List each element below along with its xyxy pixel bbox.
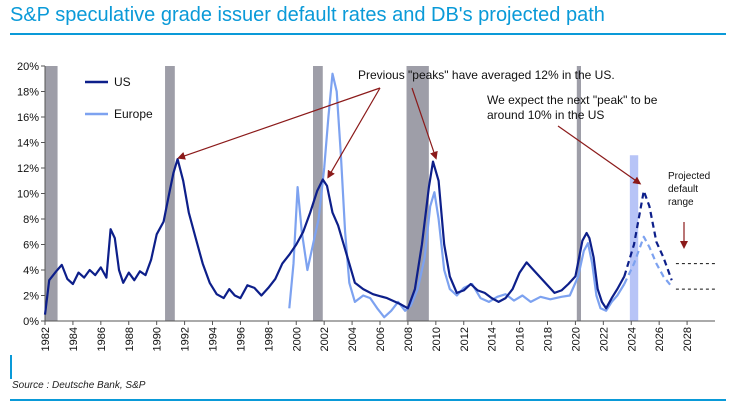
us-projected-line <box>623 189 673 281</box>
bottom-rule <box>10 399 726 401</box>
x-tick-label: 2022 <box>598 327 610 351</box>
annotation-projected-line3: range <box>668 197 694 208</box>
forecast-band <box>629 155 639 321</box>
x-tick-label: 2008 <box>403 327 415 351</box>
x-tick-label: 2014 <box>487 327 499 351</box>
x-tick-label: 1986 <box>96 327 108 351</box>
y-tick-label: 8% <box>23 214 39 226</box>
x-tick-label: 2016 <box>515 327 527 351</box>
recession-band-4 <box>576 66 581 321</box>
europe-projected-line <box>623 235 673 288</box>
us-line <box>43 158 626 315</box>
x-tick-label: 1994 <box>208 327 220 351</box>
annotation-next-peak-line1: We expect the next "peak" to be <box>487 93 658 107</box>
recession-band-2 <box>313 66 323 321</box>
legend-us-label: US <box>114 75 131 89</box>
y-tick-label: 0% <box>23 316 39 328</box>
x-tick-label: 1990 <box>152 327 164 351</box>
x-tick-label: 1982 <box>40 327 52 351</box>
annotation-projected-line2: default <box>668 184 698 195</box>
legend-europe-label: Europe <box>114 107 153 121</box>
x-tick-label: 2020 <box>570 327 582 351</box>
arrow-to-1991-peak <box>177 87 381 160</box>
x-tick-label: 2002 <box>319 327 331 351</box>
annotation-next-peak-line2: around 10% in the US <box>487 108 604 122</box>
arrow-to-2010-peak <box>411 87 438 160</box>
y-tick-label: 6% <box>23 240 39 252</box>
arrow-to-2024-peak <box>557 125 642 185</box>
x-tick-label: 2010 <box>431 327 443 351</box>
y-tick-label: 16% <box>17 112 39 124</box>
recession-band-3 <box>406 66 429 321</box>
annotation-previous-peaks: Previous "peaks" have averaged 12% in th… <box>358 68 615 82</box>
x-tick-label: 1998 <box>263 327 275 351</box>
x-tick-label: 1988 <box>124 327 136 351</box>
x-tick-label: 2004 <box>347 327 359 351</box>
y-tick-label: 10% <box>17 189 39 201</box>
y-tick-label: 2% <box>23 291 39 303</box>
page-title: S&P speculative grade issuer default rat… <box>10 4 605 26</box>
left-border <box>10 355 12 379</box>
x-tick-label: 1992 <box>180 327 192 351</box>
x-tick-label: 1996 <box>235 327 247 351</box>
x-tick-label: 2018 <box>543 327 555 351</box>
x-tick-label: 2012 <box>459 327 471 351</box>
x-tick-label: 2028 <box>682 327 694 351</box>
y-tick-label: 12% <box>17 163 39 175</box>
y-tick-label: 14% <box>17 138 39 150</box>
source-note: Source : Deutsche Bank, S&P <box>12 380 146 391</box>
x-tick-label: 2026 <box>654 327 666 351</box>
recession-band-0 <box>45 66 58 321</box>
x-tick-label: 2000 <box>291 327 303 351</box>
x-tick-label: 1984 <box>68 327 80 351</box>
annotation-projected-line1: Projected <box>668 171 710 182</box>
title-underline <box>10 33 726 35</box>
y-tick-label: 18% <box>17 87 39 99</box>
x-tick-label: 2006 <box>375 327 387 351</box>
europe-line <box>288 72 626 319</box>
y-tick-label: 20% <box>17 61 39 73</box>
y-tick-label: 4% <box>23 265 39 277</box>
arrow-to-2002-peak <box>327 87 381 179</box>
x-tick-label: 2024 <box>626 327 638 351</box>
